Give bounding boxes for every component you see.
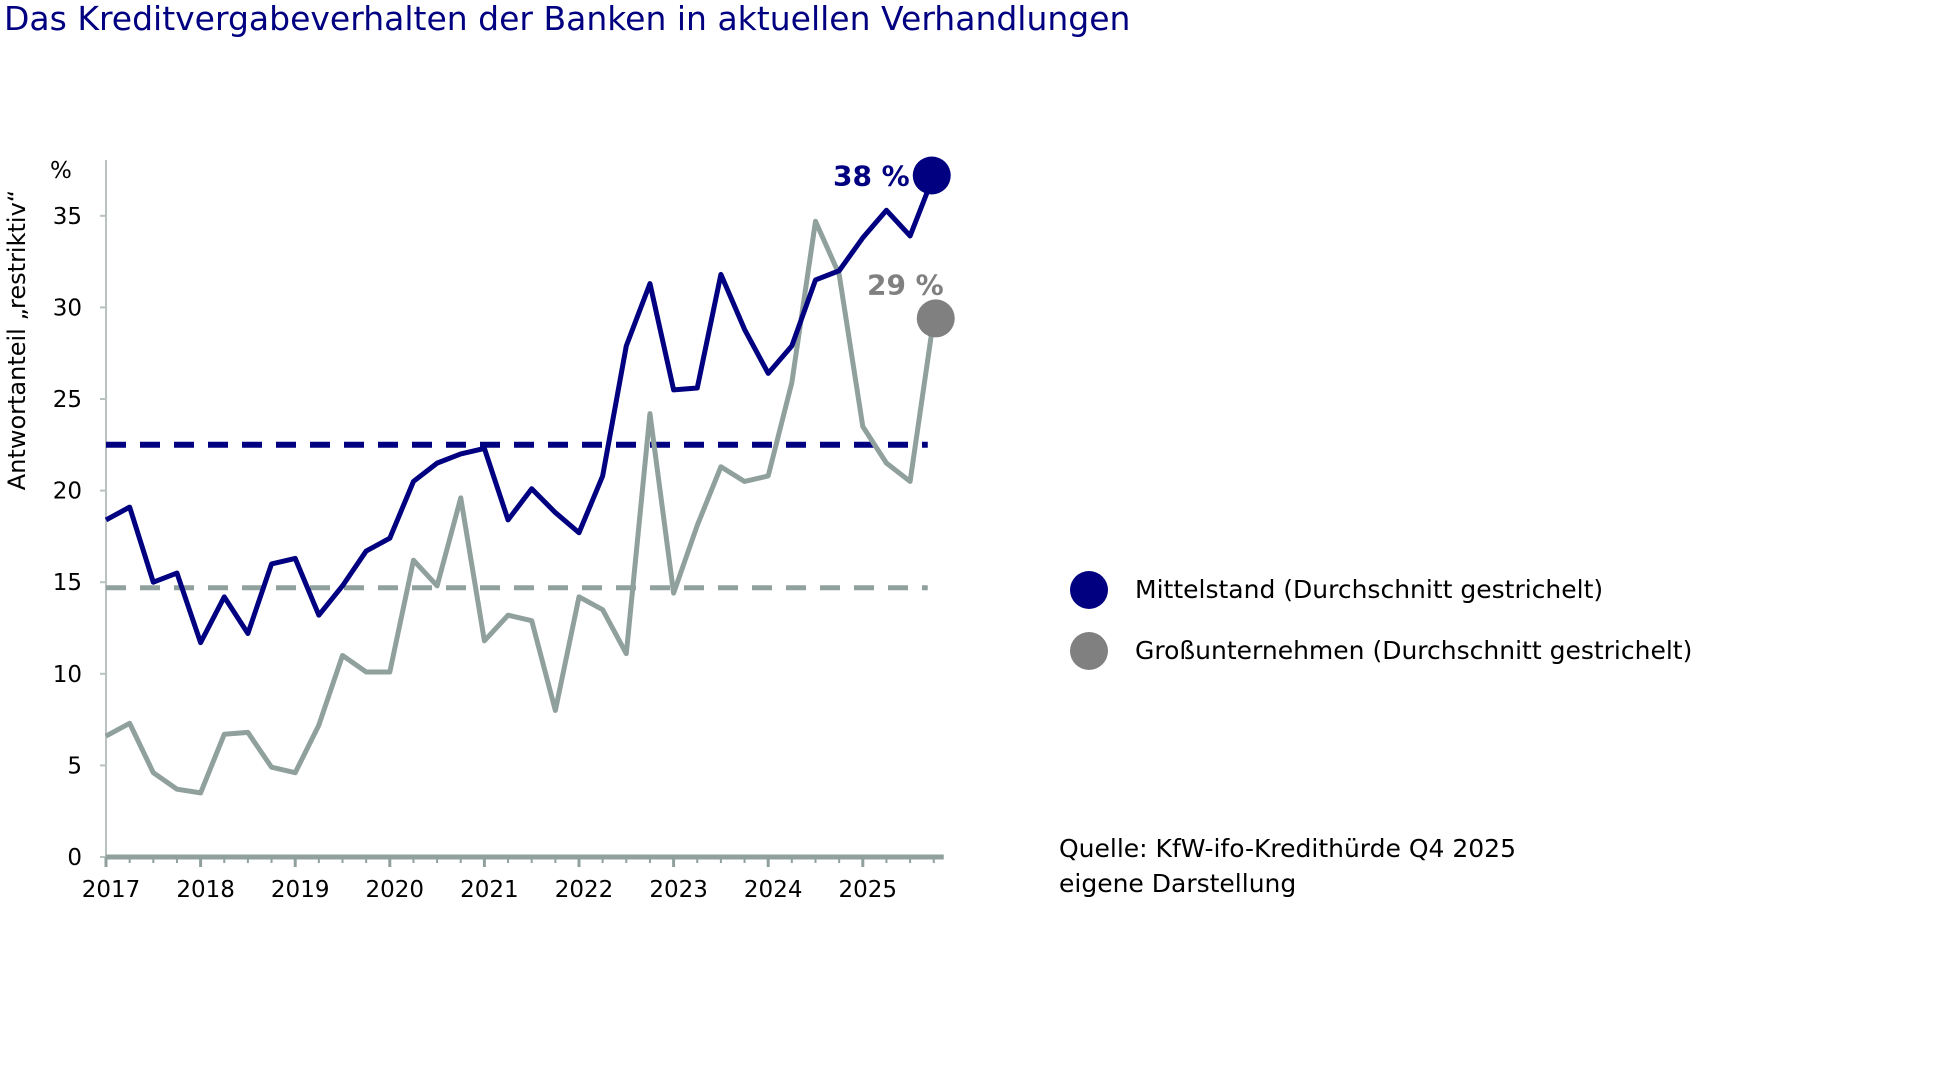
y-tick-label: 0 — [67, 845, 82, 871]
series-lines — [104, 174, 937, 796]
legend-marker-grossunternehmen — [1070, 632, 1108, 670]
average-lines — [106, 441, 928, 591]
y-tick-label: 30 — [53, 295, 82, 321]
x-tick-label: 2018 — [176, 877, 235, 903]
x-tick-label: 2017 — [82, 877, 141, 903]
source-line-2: eigene Darstellung — [1059, 869, 1296, 898]
y-axis-label: Antwortanteil „restriktiv“ — [3, 190, 31, 490]
end-label-mittelstand: 38 % — [833, 159, 910, 192]
y-tick-label: 15 — [53, 570, 82, 596]
x-tick-label: 2024 — [744, 877, 803, 903]
end-marker-grossunternehmen — [916, 299, 955, 338]
legend-marker-mittelstand — [1070, 571, 1108, 609]
x-tick-label: 2020 — [366, 877, 425, 903]
y-tick-label: 20 — [53, 479, 82, 505]
series-line-grossunternehmen — [104, 218, 937, 796]
y-tick-label: 5 — [67, 753, 82, 779]
legend: Mittelstand (Durchschnitt gestrichelt) G… — [1070, 571, 1692, 670]
legend-label-mittelstand: Mittelstand (Durchschnitt gestrichelt) — [1135, 575, 1603, 604]
y-tick-label: 10 — [53, 662, 82, 688]
end-marker-mittelstand — [912, 156, 951, 195]
source-line-1: Quelle: KfW-ifo-Kredithürde Q4 2025 — [1059, 834, 1516, 863]
y-tick-label: 35 — [53, 204, 82, 230]
x-tick-label: 2021 — [460, 877, 519, 903]
chart-title: Das Kreditvergabeverhalten der Banken in… — [4, 0, 1130, 38]
x-tick-label: 2023 — [649, 877, 708, 903]
series-line-mittelstand — [104, 174, 937, 646]
y-tick-label: 25 — [53, 387, 82, 413]
end-label-grossunternehmen: 29 % — [867, 268, 944, 301]
legend-label-grossunternehmen: Großunternehmen (Durchschnitt gestrichel… — [1135, 636, 1692, 665]
x-tick-label: 2022 — [555, 877, 614, 903]
end-markers: 38 % 29 % — [833, 156, 955, 338]
x-tick-label: 2025 — [839, 877, 898, 903]
y-axis-unit: % — [50, 158, 72, 184]
x-tick-label: 2019 — [271, 877, 330, 903]
